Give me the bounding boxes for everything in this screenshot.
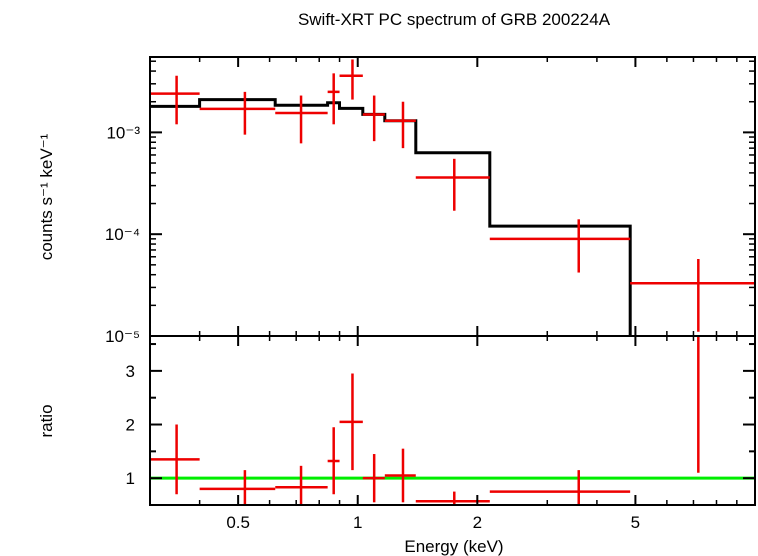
ratio-data-point-1 bbox=[150, 424, 200, 495]
ratio-data-point-4 bbox=[327, 427, 340, 495]
ratio-ytick-label-2: 2 bbox=[126, 416, 135, 435]
ratio-frame bbox=[149, 335, 756, 506]
ratio-plot-area bbox=[150, 336, 755, 505]
ratio-data-point-2 bbox=[199, 470, 276, 505]
ratio-data-point-7 bbox=[384, 448, 416, 503]
spectrum-panel: 10⁻³ 10⁻⁴ 10⁻⁵ bbox=[105, 56, 756, 346]
spectrum-data-point-10 bbox=[630, 259, 755, 332]
spectrum-ytick-label-2: 10⁻⁴ bbox=[105, 225, 140, 244]
ratio-ytick-label-3: 3 bbox=[126, 362, 135, 381]
spectrum-data-point-6 bbox=[362, 95, 385, 142]
spectrum-ytick-label-3: 10⁻⁵ bbox=[105, 327, 140, 346]
spectrum-data-point-2 bbox=[199, 91, 276, 135]
chart-title: Swift-XRT PC spectrum of GRB 200224A bbox=[298, 10, 611, 29]
spectrum-data-point-4 bbox=[327, 73, 340, 125]
ratio-data-point-5 bbox=[339, 373, 363, 471]
ratio-data-point-3 bbox=[275, 465, 328, 505]
x-axis-label: Energy (keV) bbox=[404, 537, 503, 556]
ratio-data-point-10 bbox=[697, 336, 700, 473]
spectrum-plot-area bbox=[150, 59, 755, 336]
y-axis-label-ratio: ratio bbox=[37, 404, 56, 437]
ratio-data-point-9 bbox=[489, 470, 631, 505]
x-tick-label-2: 1 bbox=[353, 513, 362, 532]
x-tick-label-1: 0.5 bbox=[226, 513, 250, 532]
x-tick-label-3: 2 bbox=[473, 513, 482, 532]
ratio-ytick-label-1: 1 bbox=[126, 469, 135, 488]
y-axis-label-spectrum: counts s⁻¹ keV⁻¹ bbox=[37, 133, 56, 260]
model-step-line bbox=[150, 98, 632, 336]
spectrum-ytick-label-1: 10⁻³ bbox=[106, 123, 140, 142]
ratio-panel: 0.5 1 2 5 1 2 3 bbox=[126, 335, 756, 532]
spectrum-data-point-7 bbox=[384, 101, 416, 149]
x-tick-label-4: 5 bbox=[631, 513, 640, 532]
ratio-data-point-6 bbox=[362, 454, 385, 503]
ratio-data-point-8 bbox=[415, 491, 490, 505]
spectrum-data-point-5 bbox=[339, 59, 363, 100]
spectrum-data-point-3 bbox=[275, 95, 328, 144]
spectrum-data-point-8 bbox=[415, 158, 490, 211]
spectrum-data-point-1 bbox=[150, 75, 200, 125]
spectrum-data-point-9 bbox=[489, 219, 631, 273]
